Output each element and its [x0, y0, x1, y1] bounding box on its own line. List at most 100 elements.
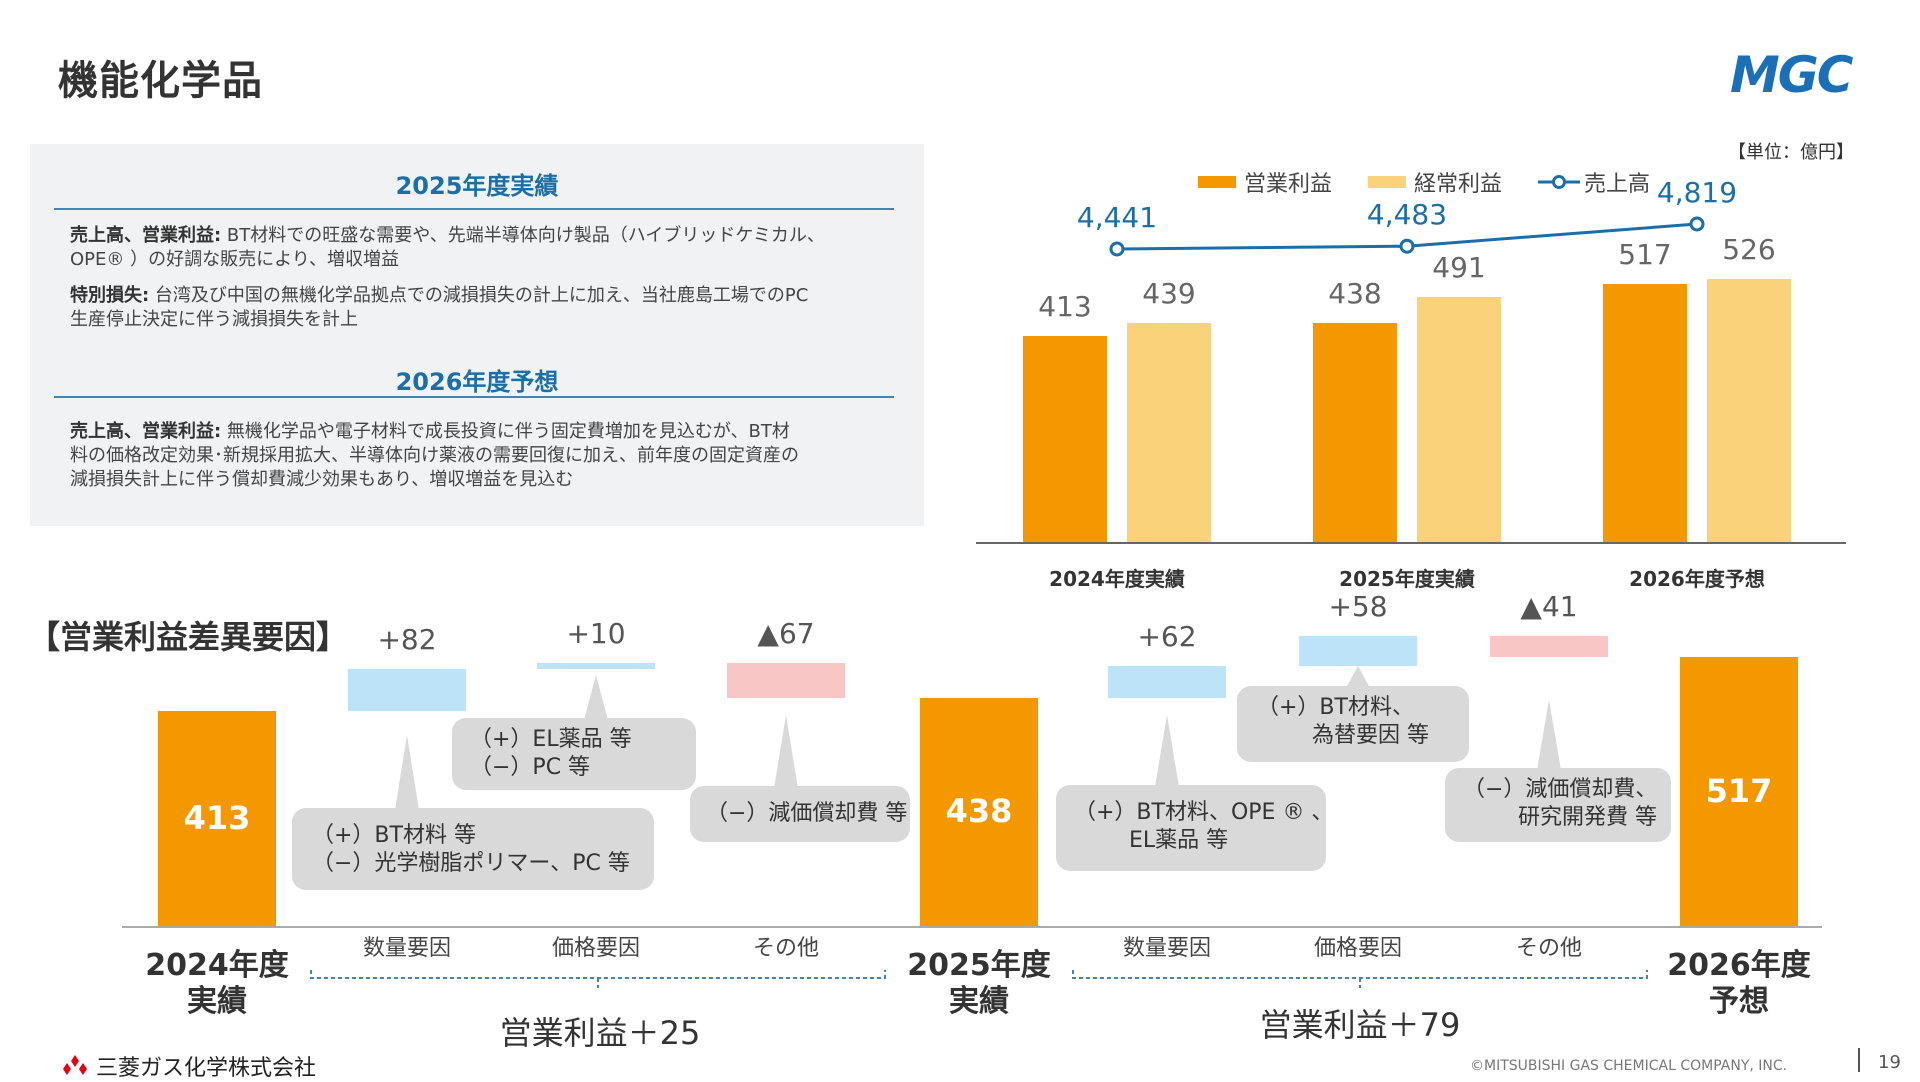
- legend-operating-profit: 営業利益: [1198, 166, 1332, 198]
- callout-line: （−）光学樹脂ポリマー、PC 等: [312, 851, 630, 876]
- waterfall-delta-label: ▲67: [757, 617, 815, 651]
- callout-line: （+）BT材料、: [1257, 695, 1414, 720]
- waterfall-base-value: 438: [945, 792, 1013, 831]
- footer-divider: [1858, 1048, 1860, 1072]
- factor-callout: （−）減価償却費 等: [690, 786, 910, 842]
- mgc-logo: MGC: [1730, 46, 1853, 104]
- sales-value-label: 4,441: [1076, 201, 1158, 234]
- summary-2025-sales-text-a: BT材料での旺盛な需要や、先端半導体向け製品（ハイブリッドケミカル、: [221, 225, 825, 246]
- bar-value-label: 413: [1038, 289, 1092, 323]
- callout-pointer: [1537, 700, 1561, 770]
- callout-pointer: [395, 735, 419, 810]
- period-line: 実績: [949, 984, 1009, 1019]
- summary-heading-2026: 2026年度予想: [395, 368, 559, 396]
- factor-callout: （−）減価償却費、 研究開発費 等: [1445, 768, 1671, 842]
- waterfall-base-value: 517: [1705, 771, 1773, 810]
- callout-pointer: [1346, 666, 1370, 688]
- divider: [54, 396, 894, 398]
- summary-2025-sales: 売上高、営業利益: BT材料での旺盛な需要や、先端半導体向け製品（ハイブリッドケ…: [70, 224, 910, 272]
- callout-pointer-shape: [1155, 715, 1179, 787]
- legend-label: 売上高: [1584, 172, 1651, 197]
- bar-operating-profit: [1603, 283, 1687, 542]
- waterfall-base-bar-mid: [920, 698, 1038, 926]
- bracket-2025: [310, 970, 886, 988]
- callout-line: （+）BT材料 等: [312, 823, 476, 848]
- waterfall-increase-bar: [348, 668, 466, 712]
- callout-pointer: [584, 675, 608, 720]
- waterfall-decrease-bar: [1490, 635, 1608, 658]
- summary-2025-sales-label: 売上高、営業利益:: [70, 225, 222, 246]
- waterfall-delta-label: +58: [1328, 589, 1388, 623]
- waterfall-base-bar-end: [1680, 657, 1798, 926]
- legend-label: 営業利益: [1244, 172, 1333, 197]
- factor-label: 数量要因: [1122, 936, 1211, 961]
- factor-callout: （+）EL薬品 等 （−）PC 等: [452, 718, 696, 790]
- factor-callout: （+）BT材料、OPE ® 、 EL薬品 等: [1056, 785, 1333, 871]
- waterfall-delta-label: ▲41: [1520, 589, 1578, 623]
- sales-value-label: 4,819: [1656, 176, 1738, 209]
- factor-label: 価格要因: [1313, 936, 1402, 961]
- factor-label: 数量要因: [362, 936, 451, 961]
- factor-label: 価格要因: [551, 936, 640, 961]
- waterfall-base-bar-start: [158, 711, 276, 926]
- period-line: 予想: [1709, 984, 1769, 1019]
- summary-2025-loss: 特別損失: 台湾及び中国の無機化学品拠点での減損損失の計上に加え、当社鹿島工場で…: [70, 284, 910, 332]
- summary-2026-text-c: 減損損失計上に伴う償却費減少効果もあり、増収増益を見込む: [70, 469, 574, 490]
- summary-heading-2025: 2025年度実績: [395, 172, 559, 200]
- page-title: 機能化学品: [58, 58, 263, 104]
- summary-2026-label: 売上高、営業利益:: [70, 421, 222, 442]
- sales-point: [1109, 241, 1125, 257]
- period-line: 2026年度: [1667, 948, 1811, 983]
- bar-value-label: 526: [1722, 233, 1776, 266]
- summary-2025-loss-text-a: 台湾及び中国の無機化学品拠点での減損損失の計上に加え、当社鹿島工場でのPC: [149, 285, 809, 306]
- period-line: 2024年度: [145, 948, 289, 983]
- divider: [54, 208, 894, 210]
- callout-line: EL薬品 等: [1129, 828, 1229, 853]
- waterfall-increase-bar: [1108, 666, 1226, 699]
- period-label: 2024年度 実績: [122, 948, 312, 1020]
- callout-line: （−）減価償却費、: [1463, 777, 1658, 802]
- legend-sales: 売上高: [1538, 166, 1650, 198]
- summary-2025-sales-text-b: OPE® ）の好調な販売により、増収増益: [70, 249, 400, 270]
- sales-value-label: 4,483: [1366, 198, 1448, 232]
- bar-value-label: 439: [1142, 276, 1196, 310]
- callout-pointer-shape: [774, 715, 798, 788]
- callout-pointer-shape: [584, 675, 608, 720]
- unit-label: 【単位：億円】: [1728, 142, 1854, 163]
- bar-ordinary-profit: [1707, 279, 1791, 542]
- copyright: ©MITSUBISHI GAS CHEMICAL COMPANY, INC.: [1470, 1058, 1788, 1074]
- waterfall-delta-label: +62: [1137, 620, 1197, 653]
- bar-ordinary-profit: [1417, 296, 1501, 542]
- legend-label: 経常利益: [1414, 172, 1503, 197]
- summary-panel: 2025年度実績 売上高、営業利益: BT材料での旺盛な需要や、先端半導体向け製…: [30, 144, 924, 526]
- company-footer: 三菱ガス化学株式会社: [62, 1050, 316, 1082]
- waterfall-increase-bar: [537, 663, 655, 670]
- callout-text: （−）減価償却費、 研究開発費 等: [1463, 776, 1657, 832]
- period-label: 2025年度 実績: [884, 948, 1074, 1020]
- callout-text: （+）BT材料、為替要因 等: [1257, 694, 1429, 750]
- bar-value-label: 438: [1328, 277, 1382, 310]
- sales-point: [1689, 216, 1705, 232]
- x-tick-label: 2026年度予想: [1629, 567, 1765, 591]
- waterfall-title: 【営業利益差異要因】: [28, 618, 349, 656]
- legend-line-marker: [1538, 175, 1580, 189]
- callout-pointer-shape: [1346, 666, 1370, 688]
- waterfall-base-value: 413: [183, 798, 251, 837]
- waterfall-delta-label: +82: [377, 622, 437, 656]
- bracket-2026: [1072, 970, 1648, 988]
- callout-line: （−）PC 等: [470, 755, 591, 780]
- bar-value-label: 491: [1432, 250, 1486, 284]
- brace-path: [310, 970, 886, 988]
- waterfall-total-label: 営業利益＋25: [499, 1014, 701, 1052]
- sales-point: [1399, 238, 1415, 254]
- factor-callout: （+）BT材料 等 （−）光学樹脂ポリマー、PC 等: [292, 808, 654, 890]
- summary-2025-loss-text-b: 生産停止決定に伴う減損損失を計上: [70, 309, 358, 330]
- x-tick-label: 2025年度実績: [1339, 567, 1475, 591]
- callout-line: 為替要因 等: [1312, 723, 1429, 748]
- period-line: 実績: [187, 984, 247, 1019]
- bar-ordinary-profit: [1127, 322, 1211, 542]
- callout-pointer: [774, 715, 798, 788]
- period-label: 2026年度 予想: [1644, 948, 1834, 1020]
- summary-2025-loss-label: 特別損失:: [70, 285, 150, 306]
- legend-ordinary-profit: 経常利益: [1368, 166, 1502, 198]
